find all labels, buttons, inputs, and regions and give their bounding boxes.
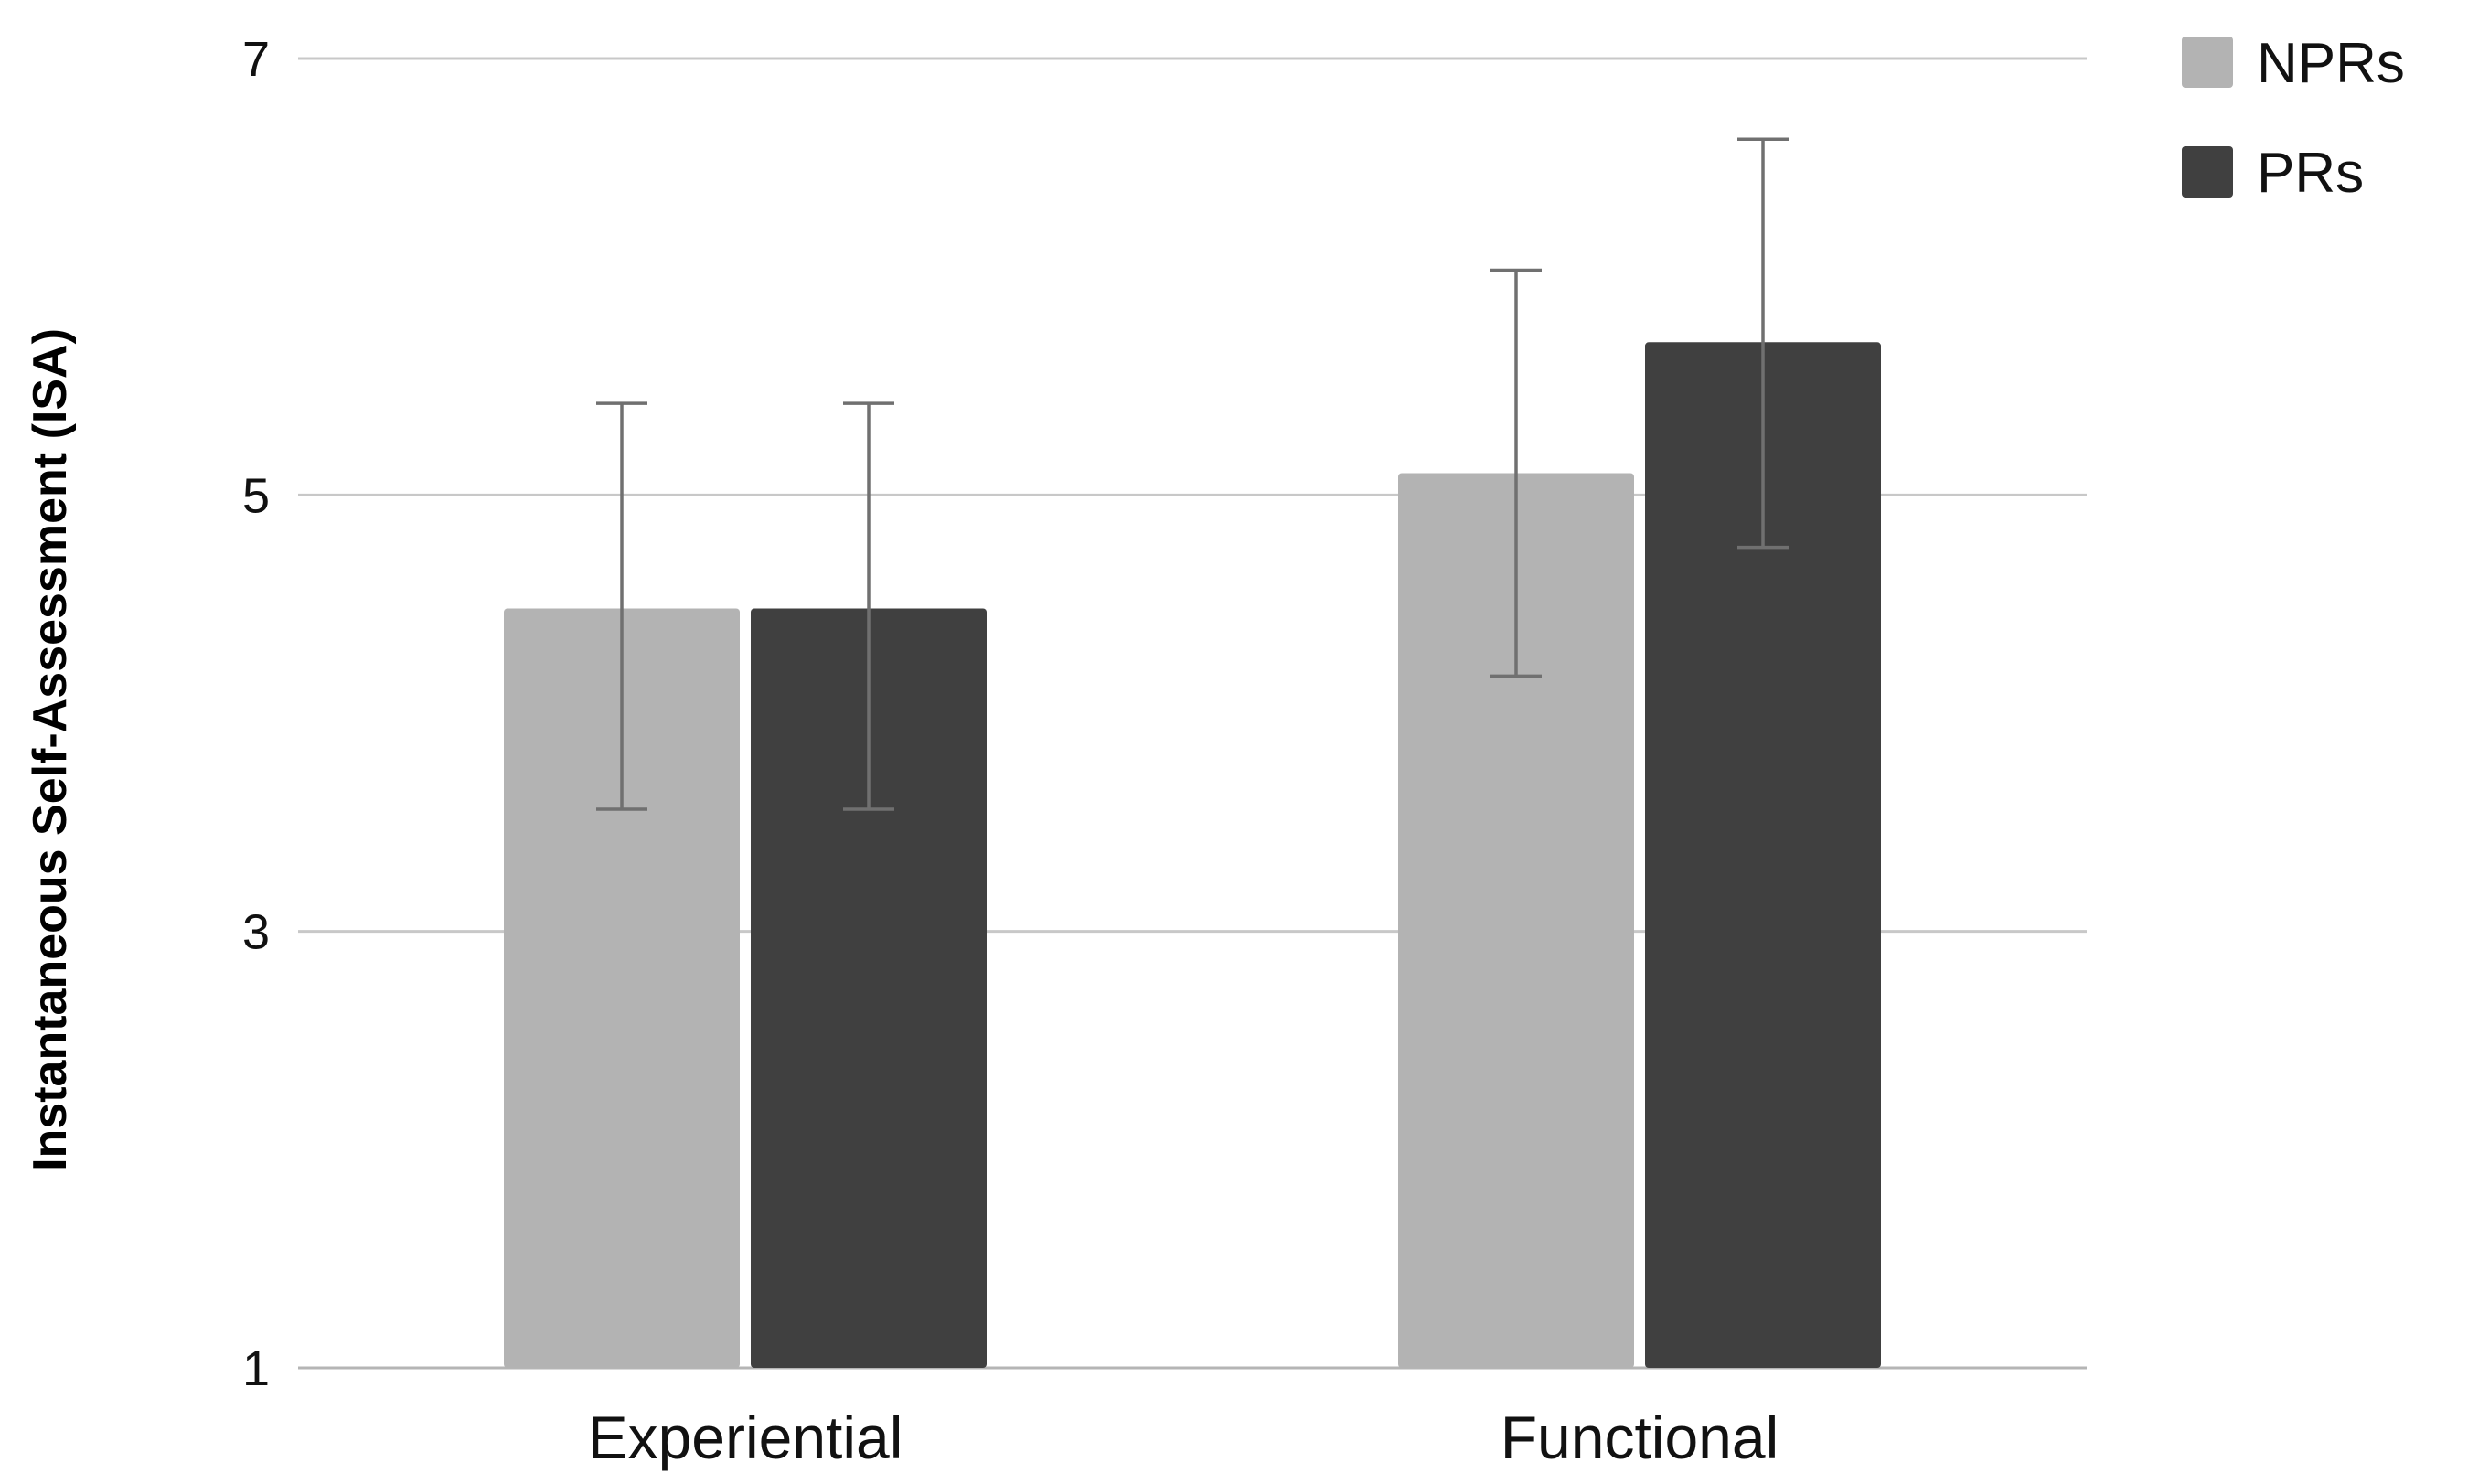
legend-swatch — [2182, 146, 2233, 198]
error-bar-prs-experiential — [843, 401, 894, 811]
error-bars — [596, 137, 1789, 811]
legend: NPRs PRs — [2182, 32, 2405, 205]
y-tick-label: 7 — [242, 32, 270, 87]
legend-label: NPRs — [2257, 32, 2405, 95]
error-bar-prs-functional — [1737, 137, 1789, 550]
y-axis-title: Instantaneous Self-Assessment (ISA) — [24, 328, 77, 1171]
y-axis-ticks: 1 3 5 7 — [242, 32, 270, 1396]
bar-nprs-experiential — [504, 608, 740, 1368]
legend-item-prs: PRs — [2182, 142, 2364, 205]
error-bar-nprs-functional — [1490, 268, 1542, 678]
legend-label: PRs — [2257, 142, 2364, 205]
x-category-label: Experiential — [588, 1404, 903, 1471]
y-tick-label: 3 — [242, 905, 270, 960]
x-axis-categories: Experiential Functional — [588, 1404, 1779, 1471]
error-bar-nprs-experiential — [596, 401, 647, 811]
y-tick-label: 5 — [242, 468, 270, 523]
bars — [504, 342, 1881, 1369]
legend-item-nprs: NPRs — [2182, 32, 2405, 95]
legend-swatch — [2182, 37, 2233, 88]
bar-nprs-functional — [1398, 473, 1634, 1368]
y-tick-label: 1 — [242, 1341, 270, 1396]
bar-prs-experiential — [751, 608, 987, 1368]
x-category-label: Functional — [1501, 1404, 1779, 1471]
bar-prs-functional — [1645, 342, 1881, 1369]
